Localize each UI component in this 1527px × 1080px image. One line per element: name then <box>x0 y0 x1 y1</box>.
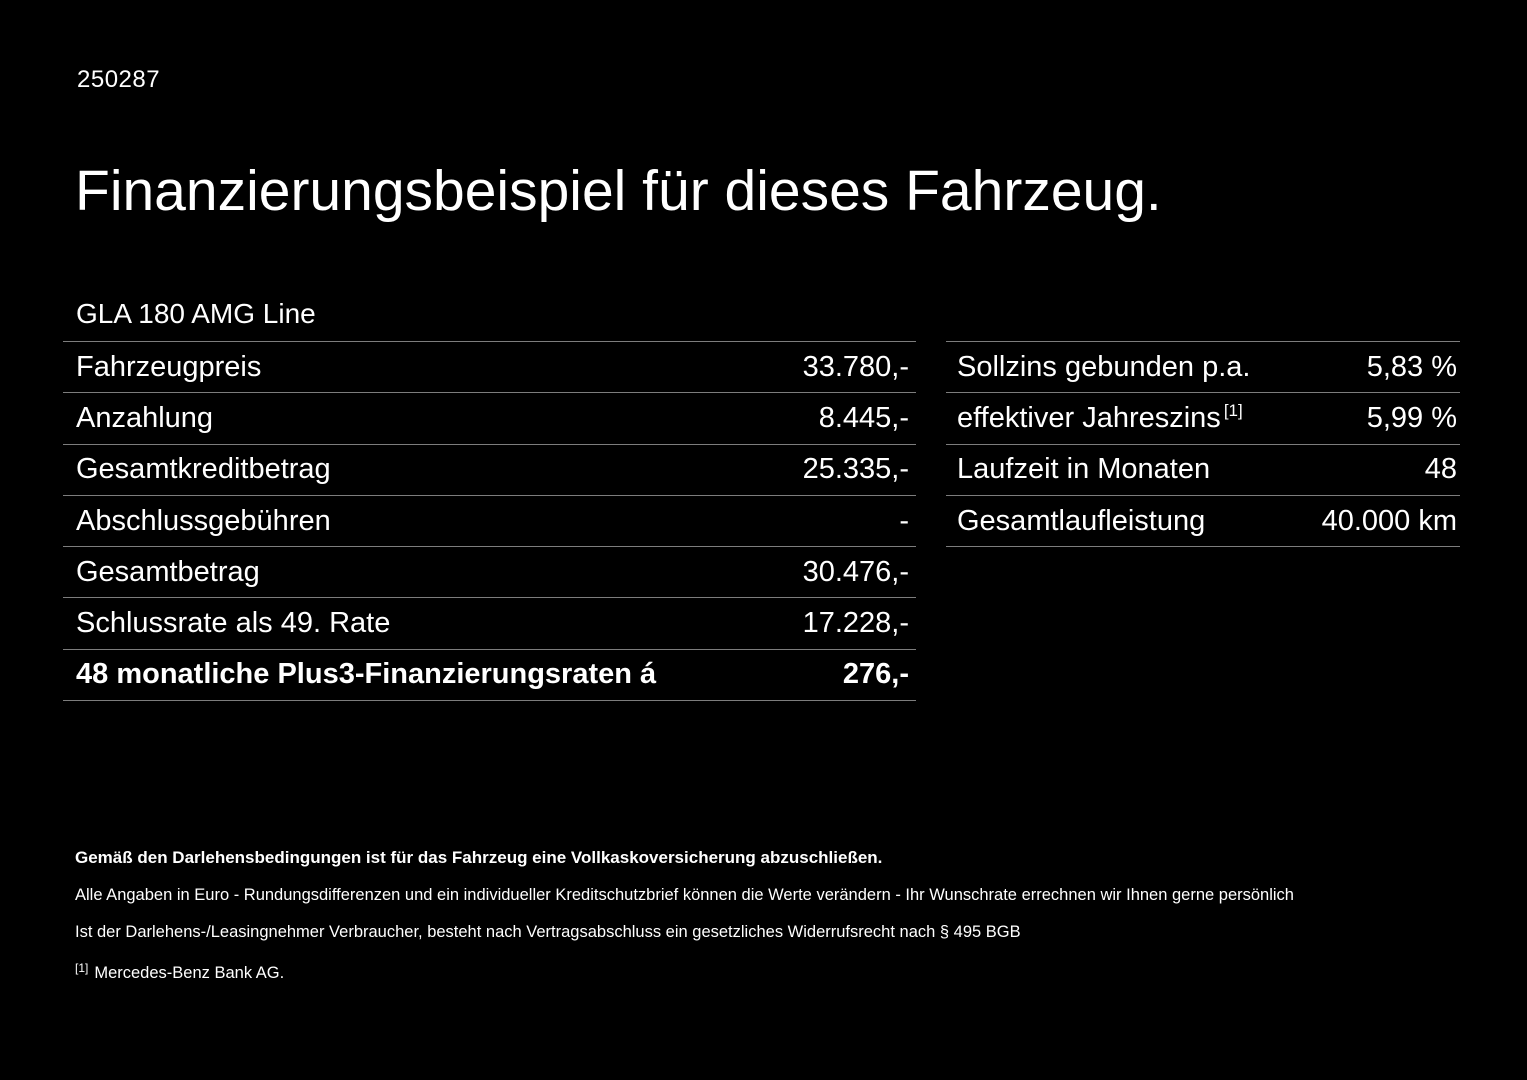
footnote-bank: [1] Mercedes-Benz Bank AG. <box>75 960 1455 983</box>
row-value: 40.000 km <box>1321 504 1457 537</box>
row-value: 30.476,- <box>802 555 909 588</box>
disclaimer-line-2: Ist der Darlehens-/Leasingnehmer Verbrau… <box>75 922 1021 941</box>
finance-table-left: Fahrzeugpreis 33.780,- Anzahlung 8.445,-… <box>63 341 916 702</box>
row-value: 17.228,- <box>802 607 909 640</box>
table-row-gesamtbetrag: Gesamtbetrag 30.476,- <box>63 546 916 597</box>
footnote-reference: [1] <box>1223 401 1243 421</box>
vehicle-name: GLA 180 AMG Line <box>76 298 316 329</box>
table-row-schlussrate: Schlussrate als 49. Rate 17.228,- <box>63 597 916 648</box>
row-value: 8.445,- <box>818 401 909 434</box>
disclaimer-line-1: Alle Angaben in Euro - Rundungsdifferenz… <box>75 886 1294 904</box>
row-label: 48 monatliche Plus3-Finanzierungsraten á <box>76 658 657 691</box>
footnote-text: Mercedes-Benz Bank AG. <box>94 964 285 983</box>
offer-number: 250287 <box>77 66 161 93</box>
finance-table-right: Sollzins gebunden p.a. 5,83 % effektiver… <box>946 341 1460 548</box>
row-label: effektiver Jahreszins [1] <box>957 402 1243 435</box>
row-value: 33.780,- <box>802 350 909 383</box>
legal-notes: Gemäß den Darlehensbedingungen ist für d… <box>75 848 1455 983</box>
row-label: Laufzeit in Monaten <box>957 453 1211 486</box>
row-label: Gesamtlaufleistung <box>957 504 1206 537</box>
table-row-anzahlung: Anzahlung 8.445,- <box>63 392 916 443</box>
row-value: 48 <box>1424 453 1457 486</box>
row-label: Gesamtkreditbetrag <box>76 453 331 486</box>
row-label: Fahrzeugpreis <box>76 350 262 383</box>
row-value: 5,99 % <box>1366 401 1457 434</box>
table-row-monatsrate: 48 monatliche Plus3-Finanzierungsraten á… <box>63 648 916 700</box>
row-label: Sollzins gebunden p.a. <box>957 350 1251 383</box>
table-row-laufzeit: Laufzeit in Monaten 48 <box>946 443 1460 495</box>
row-label: Gesamtbetrag <box>76 555 260 588</box>
page-title: Finanzierungsbeispiel für dieses Fahrzeu… <box>75 159 1162 224</box>
table-row-fahrzeugpreis: Fahrzeugpreis 33.780,- <box>63 341 916 392</box>
table-row-sollzins: Sollzins gebunden p.a. 5,83 % <box>946 341 1460 392</box>
row-label: Abschlussgebühren <box>76 504 331 537</box>
row-label-text: effektiver Jahreszins <box>957 401 1221 434</box>
row-label: Schlussrate als 49. Rate <box>76 607 391 640</box>
row-label: Anzahlung <box>76 401 214 434</box>
table-row-gesamtkreditbetrag: Gesamtkreditbetrag 25.335,- <box>63 443 916 495</box>
insurance-requirement-note: Gemäß den Darlehensbedingungen ist für d… <box>75 848 883 867</box>
table-row-gesamtlaufleistung: Gesamtlaufleistung 40.000 km <box>946 494 1460 546</box>
footnote-marker: [1] <box>75 960 89 975</box>
row-value: 25.335,- <box>802 453 909 486</box>
table-row-abschlussgebuehren: Abschlussgebühren - <box>63 494 916 546</box>
row-value: 5,83 % <box>1366 350 1457 383</box>
row-value: - <box>899 504 909 537</box>
table-row-effektivzins: effektiver Jahreszins [1] 5,99 % <box>946 392 1460 443</box>
row-value: 276,- <box>842 658 909 691</box>
